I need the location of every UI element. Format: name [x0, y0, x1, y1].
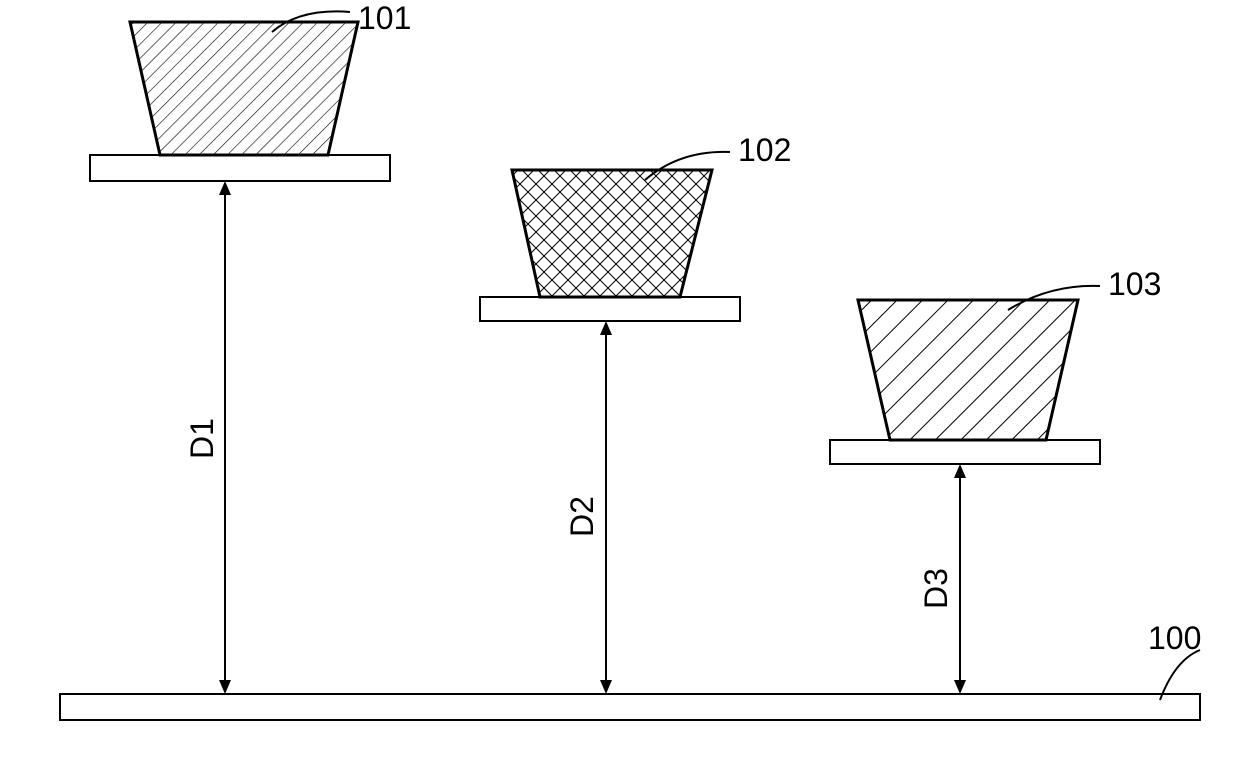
- label-cup-101: 101: [358, 0, 411, 37]
- dim-label-D1: D1: [184, 418, 221, 459]
- dim-label-D3: D3: [918, 568, 955, 609]
- diagram-svg: [0, 0, 1240, 764]
- label-base: 100: [1148, 620, 1201, 657]
- dim-label-D2: D2: [564, 496, 601, 537]
- diagram: 100 101 D1 102 D2 103 D3: [0, 0, 1240, 764]
- label-cup-103: 103: [1108, 266, 1161, 303]
- label-cup-102: 102: [738, 132, 791, 169]
